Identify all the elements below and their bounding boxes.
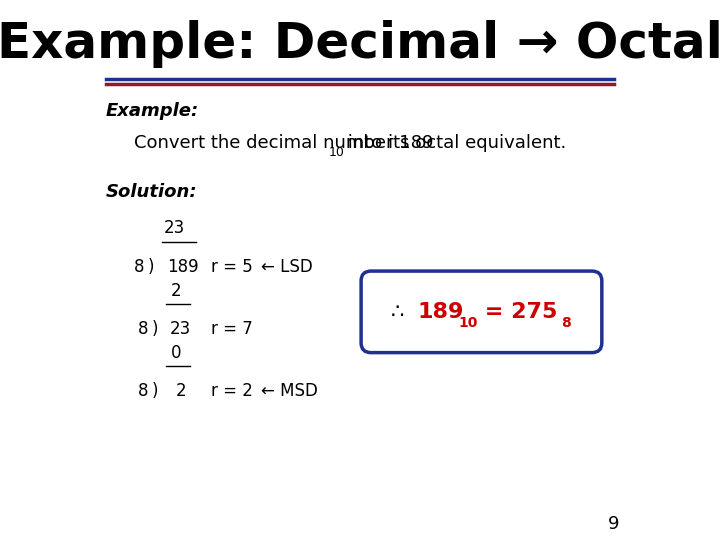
- Text: r = 5: r = 5: [211, 258, 253, 276]
- Text: ← MSD: ← MSD: [261, 382, 318, 401]
- Text: r = 7: r = 7: [211, 320, 253, 339]
- Text: ): ): [151, 320, 158, 339]
- Text: into its octal equivalent.: into its octal equivalent.: [342, 134, 566, 152]
- Text: 23: 23: [169, 320, 191, 339]
- Text: ): ): [148, 258, 154, 276]
- Text: r = 2: r = 2: [211, 382, 253, 401]
- Text: Example:: Example:: [106, 102, 199, 120]
- Text: Solution:: Solution:: [106, 183, 198, 201]
- Text: 2: 2: [176, 382, 186, 401]
- Text: 8: 8: [138, 382, 148, 401]
- Text: 8: 8: [134, 258, 144, 276]
- Text: Example: Decimal → Octal: Example: Decimal → Octal: [0, 21, 720, 68]
- Text: 23: 23: [163, 219, 184, 238]
- Text: 2: 2: [171, 281, 181, 300]
- Text: 9: 9: [608, 515, 619, 533]
- Text: ← LSD: ← LSD: [261, 258, 312, 276]
- Text: Convert the decimal number 189: Convert the decimal number 189: [134, 134, 433, 152]
- Text: ): ): [151, 382, 158, 401]
- Text: 189: 189: [167, 258, 199, 276]
- Text: ∴: ∴: [390, 302, 404, 322]
- Text: 8: 8: [138, 320, 148, 339]
- Text: 10: 10: [458, 316, 477, 329]
- Text: = 275: = 275: [477, 302, 557, 322]
- Text: 189: 189: [418, 302, 464, 322]
- Text: 8: 8: [562, 316, 571, 329]
- FancyBboxPatch shape: [361, 271, 602, 353]
- Text: 0: 0: [171, 343, 181, 362]
- Text: 10: 10: [328, 146, 344, 159]
